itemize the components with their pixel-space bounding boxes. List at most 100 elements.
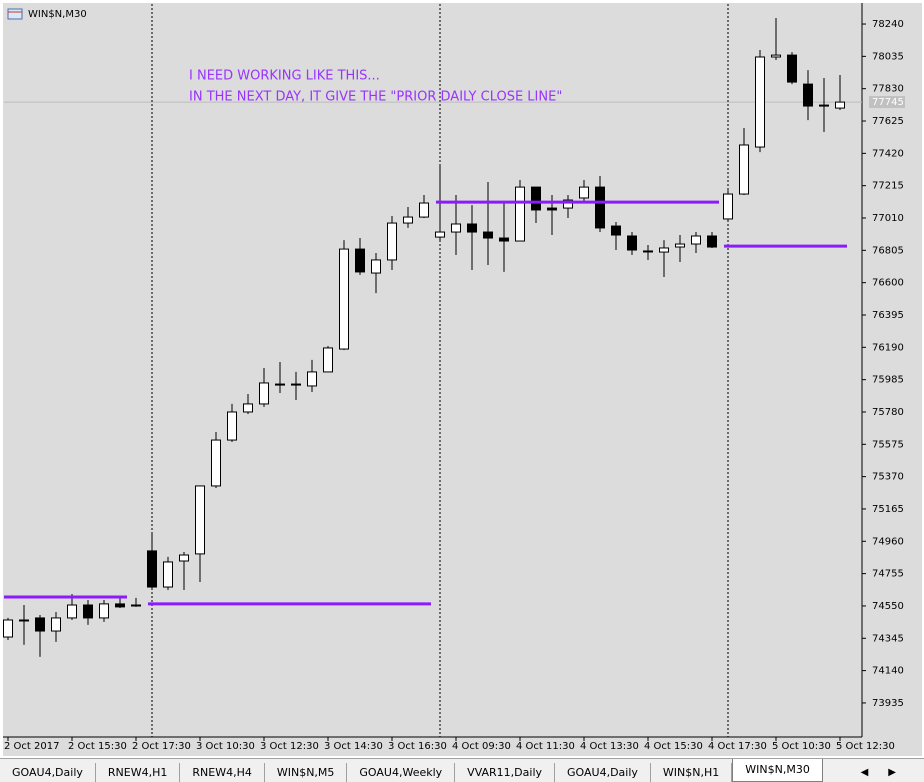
candle-body <box>723 193 733 220</box>
candle-body <box>787 54 797 83</box>
current-price-box <box>869 96 905 109</box>
y-tick-label: 76395 <box>872 310 904 321</box>
candle-body <box>115 603 125 608</box>
plot-background <box>3 3 922 756</box>
candle-body <box>259 382 269 405</box>
x-tick-label: 4 Oct 09:30 <box>452 741 511 752</box>
candle-body <box>819 104 829 107</box>
candle-body <box>835 101 845 109</box>
candle-body <box>691 235 701 245</box>
y-tick-label: 75165 <box>872 504 904 515</box>
candle-body <box>3 619 13 638</box>
candle-body <box>275 383 285 386</box>
chart-tab[interactable]: WIN$N,M5 <box>265 763 348 782</box>
chart: WIN$N,M30 73935 74140 74345 74550 74755 74960… <box>3 3 922 756</box>
candle-body <box>323 347 333 373</box>
candle-body <box>611 225 621 236</box>
candle-body <box>179 554 189 562</box>
candle-body <box>771 54 781 58</box>
candle-body <box>19 619 29 622</box>
candle-body <box>403 216 413 224</box>
chart-tab[interactable]: RNEW4,H4 <box>180 763 265 782</box>
y-tick-label: 77420 <box>872 148 904 159</box>
chart-tab[interactable]: WIN$N,H1 <box>651 763 733 782</box>
candle-body <box>211 439 221 487</box>
y-tick-label: 77215 <box>872 181 904 192</box>
x-tick-label: 4 Oct 17:30 <box>708 741 767 752</box>
candle-body <box>35 617 45 632</box>
candle-body <box>99 603 109 619</box>
candle-body <box>675 243 685 248</box>
y-tick-label: 73935 <box>872 698 904 709</box>
y-tick-label: 76805 <box>872 245 904 256</box>
chart-tab[interactable]: WIN$N,M30 <box>732 759 823 782</box>
candle-body <box>195 485 205 555</box>
candle-body <box>659 247 669 253</box>
y-tick-label: 74140 <box>872 666 904 677</box>
candle-body <box>707 235 717 248</box>
x-tick-label: 4 Oct 13:30 <box>580 741 639 752</box>
y-tick-label: 74755 <box>872 569 904 580</box>
candle-body <box>131 604 141 607</box>
window-icon <box>7 8 23 20</box>
y-tick-label: 75985 <box>872 375 904 386</box>
candle-body <box>435 231 445 238</box>
chart-tab[interactable]: GOAU4,Weekly <box>347 763 456 782</box>
x-tick-label: 3 Oct 12:30 <box>260 741 319 752</box>
y-tick-label: 75370 <box>872 472 904 483</box>
chart-tab[interactable]: GOAU4,Daily <box>0 763 96 782</box>
candle-body <box>499 237 509 242</box>
annotation: I NEED WORKING LIKE THIS... <box>189 69 380 84</box>
x-tick-label: 4 Oct 11:30 <box>516 741 575 752</box>
chart-title: WIN$N,M30 <box>28 9 87 20</box>
candle-body <box>515 186 525 242</box>
y-tick-label: 77830 <box>872 84 904 95</box>
x-tick-label: 2 Oct 17:30 <box>132 741 191 752</box>
candle-body <box>595 186 605 229</box>
candle-body <box>467 223 477 233</box>
y-tick-label: 77625 <box>872 116 904 127</box>
candle-body <box>547 207 557 211</box>
tab-bar: GOAU4,Daily RNEW4,H1 RNEW4,H4 WIN$N,M5 GOAU4… <box>0 758 924 782</box>
annotation: IN THE NEXT DAY, IT GIVE THE "PRIOR DAIL… <box>189 90 562 105</box>
candle-body <box>291 383 301 386</box>
candle-body <box>83 604 93 619</box>
candle-body <box>387 222 397 261</box>
x-tick-label: 4 Oct 15:30 <box>644 741 703 752</box>
y-tick-label: 78035 <box>872 51 904 62</box>
candle-body <box>163 561 173 588</box>
candle-body <box>147 550 157 588</box>
candle-body <box>803 83 813 107</box>
chart-tab[interactable]: RNEW4,H1 <box>96 763 181 782</box>
candle-body <box>579 186 589 199</box>
y-tick-label: 76600 <box>872 278 904 289</box>
chart-tab[interactable]: GOAU4,Daily <box>555 763 651 782</box>
candle-body <box>243 403 253 413</box>
x-tick-label: 2 Oct 15:30 <box>68 741 127 752</box>
candle-body <box>755 56 765 148</box>
x-tick-label: 3 Oct 10:30 <box>196 741 255 752</box>
candle-body <box>483 231 493 239</box>
y-tick-label: 74960 <box>872 536 904 547</box>
y-tick-label: 75575 <box>872 439 904 450</box>
candle-body <box>451 223 461 233</box>
current-price-label: 77745 <box>872 97 904 108</box>
x-tick-label: 2 Oct 2017 <box>4 741 59 752</box>
chart-tab[interactable]: VVAR11,Daily <box>455 763 556 782</box>
tab-scroll[interactable]: ◀▶ <box>860 767 916 778</box>
y-tick-label: 75780 <box>872 407 904 418</box>
candle-body <box>563 199 573 209</box>
candle-body <box>627 235 637 251</box>
x-tick-label: 5 Oct 10:30 <box>772 741 831 752</box>
y-tick-label: 77010 <box>872 213 904 224</box>
y-tick-label: 76190 <box>872 342 904 353</box>
candle-body <box>67 604 77 619</box>
candle-body <box>371 259 381 274</box>
candle-body <box>531 186 541 211</box>
y-tick-label: 74345 <box>872 633 904 644</box>
candle-body <box>419 202 429 218</box>
candle-body <box>307 371 317 387</box>
candle-body <box>643 250 653 253</box>
x-tick-label: 3 Oct 14:30 <box>324 741 383 752</box>
